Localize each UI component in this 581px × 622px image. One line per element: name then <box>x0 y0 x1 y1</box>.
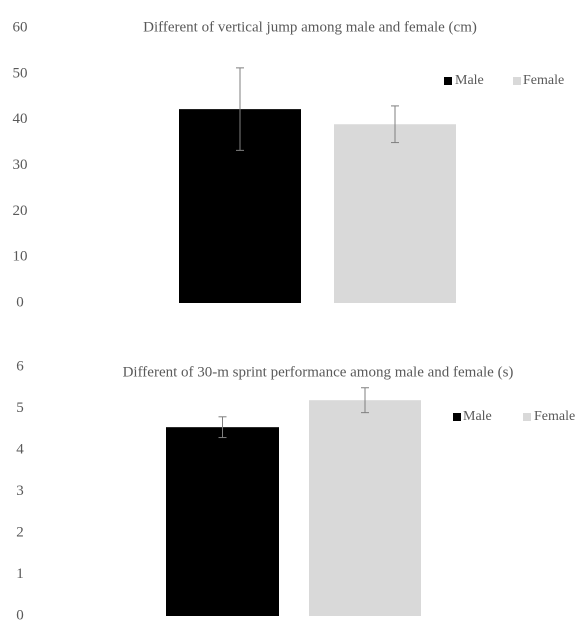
error-bar-male <box>218 416 227 439</box>
legend-swatch-female <box>513 77 521 85</box>
y-tick-label: 1 <box>16 566 24 582</box>
error-bar-female <box>391 105 399 144</box>
y-tick-label: 50 <box>13 65 28 81</box>
chart-2: Different of 30-m sprint performance amo… <box>16 358 575 622</box>
bar-female <box>309 400 421 616</box>
y-tick-label: 4 <box>16 441 24 457</box>
y-tick-label: 30 <box>13 157 28 173</box>
chart-title: Different of 30-m sprint performance amo… <box>123 364 514 380</box>
legend-swatch-female <box>523 413 531 421</box>
legend-swatch-male <box>453 413 461 421</box>
y-tick-label: 0 <box>16 607 24 622</box>
legend-swatch-male <box>444 77 452 85</box>
chart-1: Different of vertical jump among male an… <box>13 19 565 310</box>
bar-female <box>334 124 456 303</box>
y-tick-label: 5 <box>16 400 24 416</box>
legend-label-female: Female <box>534 409 575 424</box>
bar-male <box>166 427 279 616</box>
legend-label-male: Male <box>455 73 484 88</box>
y-tick-label: 0 <box>16 294 24 310</box>
y-tick-label: 6 <box>16 358 24 374</box>
legend-label-female: Female <box>523 73 564 88</box>
y-tick-label: 20 <box>13 203 28 219</box>
error-bar-female <box>361 387 369 414</box>
y-tick-label: 10 <box>13 249 28 265</box>
y-tick-label: 3 <box>16 483 24 499</box>
y-tick-label: 40 <box>13 111 28 127</box>
y-tick-label: 60 <box>13 19 28 35</box>
y-tick-label: 2 <box>16 524 24 540</box>
legend-label-male: Male <box>463 409 492 424</box>
error-bar-male <box>236 67 244 151</box>
chart-title: Different of vertical jump among male an… <box>143 19 477 35</box>
